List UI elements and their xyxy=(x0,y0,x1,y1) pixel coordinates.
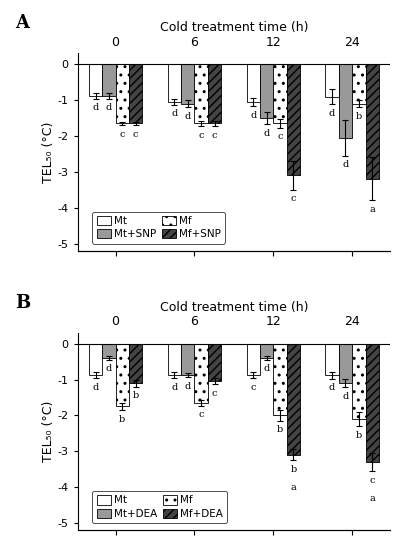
Bar xyxy=(208,344,221,381)
Text: B: B xyxy=(15,294,31,311)
Bar xyxy=(181,344,194,375)
Bar xyxy=(115,344,129,406)
Text: A: A xyxy=(15,14,29,32)
Bar xyxy=(168,64,181,102)
Text: b: b xyxy=(277,426,283,434)
Text: d: d xyxy=(92,383,99,392)
Text: a: a xyxy=(369,205,375,214)
Bar xyxy=(352,344,366,419)
Bar xyxy=(115,64,129,123)
Text: d: d xyxy=(171,383,177,392)
Bar xyxy=(194,64,208,123)
Bar xyxy=(325,64,339,96)
Text: d: d xyxy=(171,109,177,118)
Bar xyxy=(129,344,143,383)
Text: c: c xyxy=(250,383,256,392)
Bar xyxy=(102,344,115,358)
Bar xyxy=(325,344,339,375)
Bar xyxy=(89,344,102,375)
Text: d: d xyxy=(106,365,112,373)
Text: d: d xyxy=(250,111,256,120)
Bar xyxy=(260,64,273,118)
Bar xyxy=(339,64,352,138)
Text: b: b xyxy=(356,431,362,440)
Text: d: d xyxy=(342,161,349,169)
Legend: Mt, Mt+SNP, Mf, Mf+SNP: Mt, Mt+SNP, Mf, Mf+SNP xyxy=(92,212,226,244)
Text: c: c xyxy=(119,130,125,139)
Text: c: c xyxy=(198,410,204,420)
Bar xyxy=(366,344,379,462)
Text: c: c xyxy=(212,131,217,140)
Legend: Mt, Mt+DEA, Mf, Mf+DEA: Mt, Mt+DEA, Mf, Mf+DEA xyxy=(92,491,228,523)
Text: b: b xyxy=(119,415,126,424)
Bar xyxy=(102,64,115,96)
Bar xyxy=(247,344,260,375)
Bar xyxy=(181,64,194,104)
Text: d: d xyxy=(185,382,191,390)
Bar xyxy=(208,64,221,123)
Text: b: b xyxy=(132,392,139,400)
Bar xyxy=(273,344,287,415)
Bar xyxy=(366,64,379,179)
X-axis label: Cold treatment time (h): Cold treatment time (h) xyxy=(160,21,308,35)
Bar xyxy=(352,64,366,104)
Text: c: c xyxy=(212,389,217,398)
Text: d: d xyxy=(329,383,335,393)
Text: d: d xyxy=(342,392,349,401)
Text: c: c xyxy=(277,133,283,141)
Bar xyxy=(339,344,352,383)
Bar xyxy=(89,64,102,96)
Text: c: c xyxy=(133,130,139,139)
Bar xyxy=(129,64,143,123)
Text: d: d xyxy=(329,109,335,118)
Text: b: b xyxy=(356,112,362,121)
Y-axis label: TEL₅₀ (°C): TEL₅₀ (°C) xyxy=(42,401,55,462)
Text: d: d xyxy=(106,103,112,112)
Text: a: a xyxy=(290,483,296,492)
Bar xyxy=(194,344,208,403)
X-axis label: Cold treatment time (h): Cold treatment time (h) xyxy=(160,301,308,314)
Text: b: b xyxy=(290,465,296,474)
Bar xyxy=(168,344,181,375)
Y-axis label: TEL₅₀ (°C): TEL₅₀ (°C) xyxy=(42,122,55,183)
Bar xyxy=(273,64,287,123)
Text: c: c xyxy=(198,131,204,140)
Text: c: c xyxy=(291,194,296,204)
Text: d: d xyxy=(185,112,191,121)
Bar xyxy=(260,344,273,358)
Text: c: c xyxy=(369,476,375,485)
Bar xyxy=(247,64,260,102)
Text: a: a xyxy=(369,493,375,503)
Bar xyxy=(287,344,300,455)
Bar xyxy=(287,64,300,175)
Text: d: d xyxy=(92,103,99,112)
Text: d: d xyxy=(264,365,270,373)
Text: d: d xyxy=(264,129,270,138)
